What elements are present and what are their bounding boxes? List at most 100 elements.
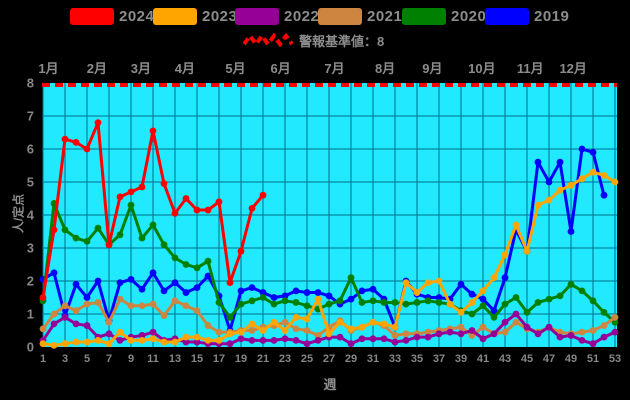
- data-point-2019: [248, 284, 256, 291]
- data-point-2020: [556, 292, 564, 300]
- data-point-2020: [226, 313, 234, 321]
- data-point-2020: [336, 297, 344, 305]
- data-point-2021: [193, 307, 201, 315]
- data-point-2020: [534, 299, 542, 306]
- data-point-2023: [490, 274, 498, 282]
- x-tick-37: 37: [432, 353, 446, 365]
- data-point-2022: [446, 328, 454, 336]
- legend-item-2023: 2023: [153, 7, 237, 25]
- data-point-2019: [193, 284, 201, 291]
- data-point-2019: [171, 279, 179, 287]
- x-tick-17: 17: [212, 353, 226, 365]
- month-label-1月: 1月: [38, 61, 59, 76]
- data-point-2022: [138, 332, 146, 339]
- legend-year-label: 2021: [367, 7, 403, 25]
- x-tick-13: 13: [168, 353, 182, 365]
- data-point-2021: [578, 328, 586, 336]
- x-tick-9: 9: [127, 353, 135, 365]
- data-point-2023: [226, 330, 234, 338]
- data-point-2019: [50, 269, 58, 277]
- data-point-2024: [94, 119, 102, 126]
- data-point-2022: [556, 333, 564, 341]
- data-point-2023: [61, 340, 69, 348]
- data-point-2020: [325, 300, 333, 308]
- data-point-2019: [578, 145, 586, 153]
- month-label-6月: 6月: [270, 61, 291, 76]
- data-point-2019: [303, 289, 311, 296]
- data-point-2020: [259, 294, 267, 301]
- data-point-2019: [490, 307, 498, 315]
- data-point-2021: [402, 330, 410, 338]
- data-point-2022: [380, 335, 388, 343]
- data-point-2024: [226, 279, 234, 287]
- data-point-2019: [314, 289, 322, 296]
- data-point-2022: [347, 340, 355, 348]
- data-point-2023: [501, 251, 509, 258]
- data-point-2022: [105, 330, 113, 338]
- data-point-2023: [413, 289, 421, 296]
- data-point-2021: [160, 312, 168, 320]
- data-point-2020: [435, 299, 443, 306]
- data-point-2024: [248, 205, 256, 212]
- data-point-2023: [314, 295, 322, 303]
- data-point-2019: [600, 191, 608, 199]
- data-point-2021: [39, 325, 47, 333]
- data-point-2022: [83, 322, 91, 329]
- data-point-2023: [578, 175, 586, 183]
- data-point-2022: [358, 335, 366, 343]
- data-point-2019: [281, 292, 289, 300]
- data-point-2019: [534, 158, 542, 166]
- y-axis-title: 人/定点: [11, 193, 26, 234]
- legend-year-label: 2022: [284, 7, 320, 25]
- x-tick-5: 5: [83, 353, 91, 365]
- data-point-2021: [149, 300, 157, 308]
- data-point-2019: [138, 285, 146, 293]
- data-point-2020: [391, 299, 399, 306]
- x-tick-53: 53: [608, 353, 622, 365]
- data-point-2019: [237, 287, 245, 295]
- legend-item-2024: 2024: [70, 7, 154, 25]
- data-point-2022: [259, 337, 267, 344]
- data-point-2019: [325, 292, 333, 300]
- data-point-2024: [237, 247, 245, 255]
- x-tick-23: 23: [278, 353, 292, 365]
- legend-year-label: 2019: [534, 7, 570, 25]
- data-point-2021: [61, 302, 69, 310]
- data-point-2020: [424, 297, 432, 305]
- data-point-2023: [369, 318, 377, 326]
- data-point-2020: [94, 224, 102, 232]
- data-point-2019: [72, 280, 80, 288]
- data-point-2023: [512, 221, 520, 229]
- data-point-2022: [248, 337, 256, 344]
- data-point-2021: [171, 297, 179, 305]
- data-point-2023: [237, 328, 245, 336]
- data-point-2024: [72, 139, 80, 146]
- data-point-2020: [358, 299, 366, 306]
- data-point-2020: [204, 257, 212, 265]
- data-point-2022: [193, 338, 201, 346]
- data-point-2024: [215, 198, 223, 206]
- data-point-2022: [303, 340, 311, 348]
- data-point-2021: [281, 318, 289, 326]
- month-label-4月: 4月: [174, 61, 196, 76]
- data-point-2024: [259, 191, 267, 199]
- data-point-2023: [182, 333, 190, 341]
- data-point-2019: [567, 228, 575, 235]
- legend-item-2020: 2020: [402, 7, 486, 25]
- data-point-2023: [259, 327, 267, 334]
- y-tick-3: 3: [26, 240, 34, 256]
- data-point-2023: [424, 279, 432, 287]
- data-point-2021: [501, 328, 509, 336]
- x-tick-25: 25: [300, 353, 314, 365]
- data-point-2019: [259, 289, 267, 296]
- data-point-2023: [402, 279, 410, 287]
- data-point-2022: [369, 335, 377, 343]
- data-point-2020: [468, 310, 476, 318]
- data-point-2023: [215, 337, 223, 344]
- data-point-2019: [479, 295, 487, 303]
- data-point-2019: [358, 287, 366, 295]
- data-point-2021: [589, 327, 597, 334]
- data-point-2022: [149, 328, 157, 336]
- data-point-2019: [149, 269, 157, 277]
